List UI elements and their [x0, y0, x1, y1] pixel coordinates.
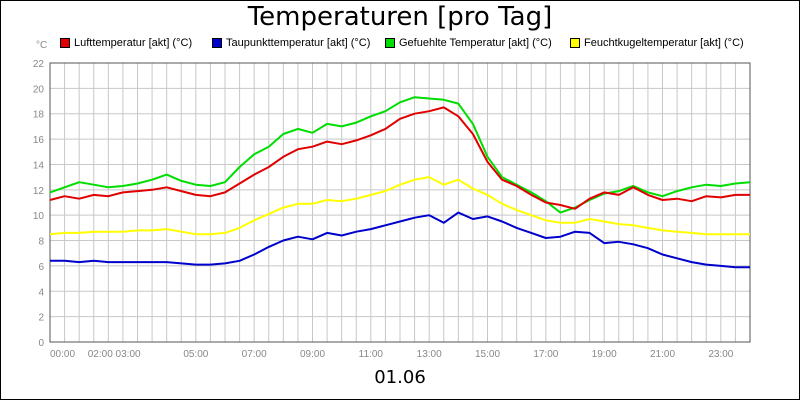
x-tick-label: 21:00: [650, 349, 675, 360]
x-tick-label: 09:00: [300, 349, 325, 360]
y-tick-label: 4: [38, 287, 44, 298]
chart-title: Temperaturen [pro Tag]: [247, 2, 553, 32]
x-tick-label: 17:00: [533, 349, 558, 360]
legend-item-feuchtkugeltemperatur: Feuchtkugeltemperatur [akt] (°C): [570, 37, 744, 49]
y-tick-label: 10: [33, 211, 45, 222]
legend-item-gefuehlte-temperatur: Gefuehlte Temperatur [akt] (°C): [385, 37, 552, 49]
x-tick-label: 11:00: [359, 349, 384, 360]
date-label: 01.06: [374, 367, 426, 388]
y-tick-label: 20: [33, 84, 45, 95]
x-tick-label: 05:00: [183, 349, 208, 360]
plot-border: [49, 62, 751, 343]
y-tick-label: 6: [38, 262, 44, 273]
y-unit-label: °C: [36, 40, 48, 51]
series-line: [50, 211, 750, 269]
legend-label: Taupunkttemperatur [akt] (°C): [226, 37, 371, 49]
y-tick-label: 8: [38, 237, 44, 248]
y-tick-label: 18: [33, 110, 45, 121]
legend-swatch-red: [60, 38, 70, 48]
y-tick-label: 0: [38, 338, 44, 349]
x-tick-label: 19:00: [592, 349, 617, 360]
legend-label: Feuchtkugeltemperatur [akt] (°C): [584, 37, 744, 49]
x-tick-label: 15:00: [475, 349, 500, 360]
y-tick-label: 2: [38, 313, 44, 324]
legend-swatch-blue: [212, 38, 222, 48]
legend-label: Gefuehlte Temperatur [akt] (°C): [399, 37, 552, 49]
x-tick-label: 23:00: [708, 349, 733, 360]
series-line: [49, 176, 750, 236]
x-tick-label: 00:00: [50, 349, 75, 360]
series-line: [49, 96, 751, 214]
y-tick-label: 22: [33, 59, 45, 70]
y-tick-label: 16: [33, 135, 45, 146]
legend-label: Lufttemperatur [akt] (°C): [74, 37, 193, 49]
series-line: [49, 106, 750, 210]
y-tick-label: 12: [33, 186, 45, 197]
y-tick-label: 14: [33, 160, 45, 171]
legend-item-lufttemperatur: Lufttemperatur [akt] (°C): [60, 37, 192, 49]
x-tick-label: 13:00: [417, 349, 442, 360]
legend-item-taupunkttemperatur: Taupunkttemperatur [akt] (°C): [212, 37, 370, 49]
legend-swatch-yellow: [570, 38, 580, 48]
x-tick-label: 02:00 03:00: [88, 349, 141, 360]
legend: Lufttemperatur [akt] (°C) Taupunkttemper…: [60, 37, 780, 53]
x-tick-label: 07:00: [242, 349, 267, 360]
legend-swatch-green: [385, 38, 395, 48]
